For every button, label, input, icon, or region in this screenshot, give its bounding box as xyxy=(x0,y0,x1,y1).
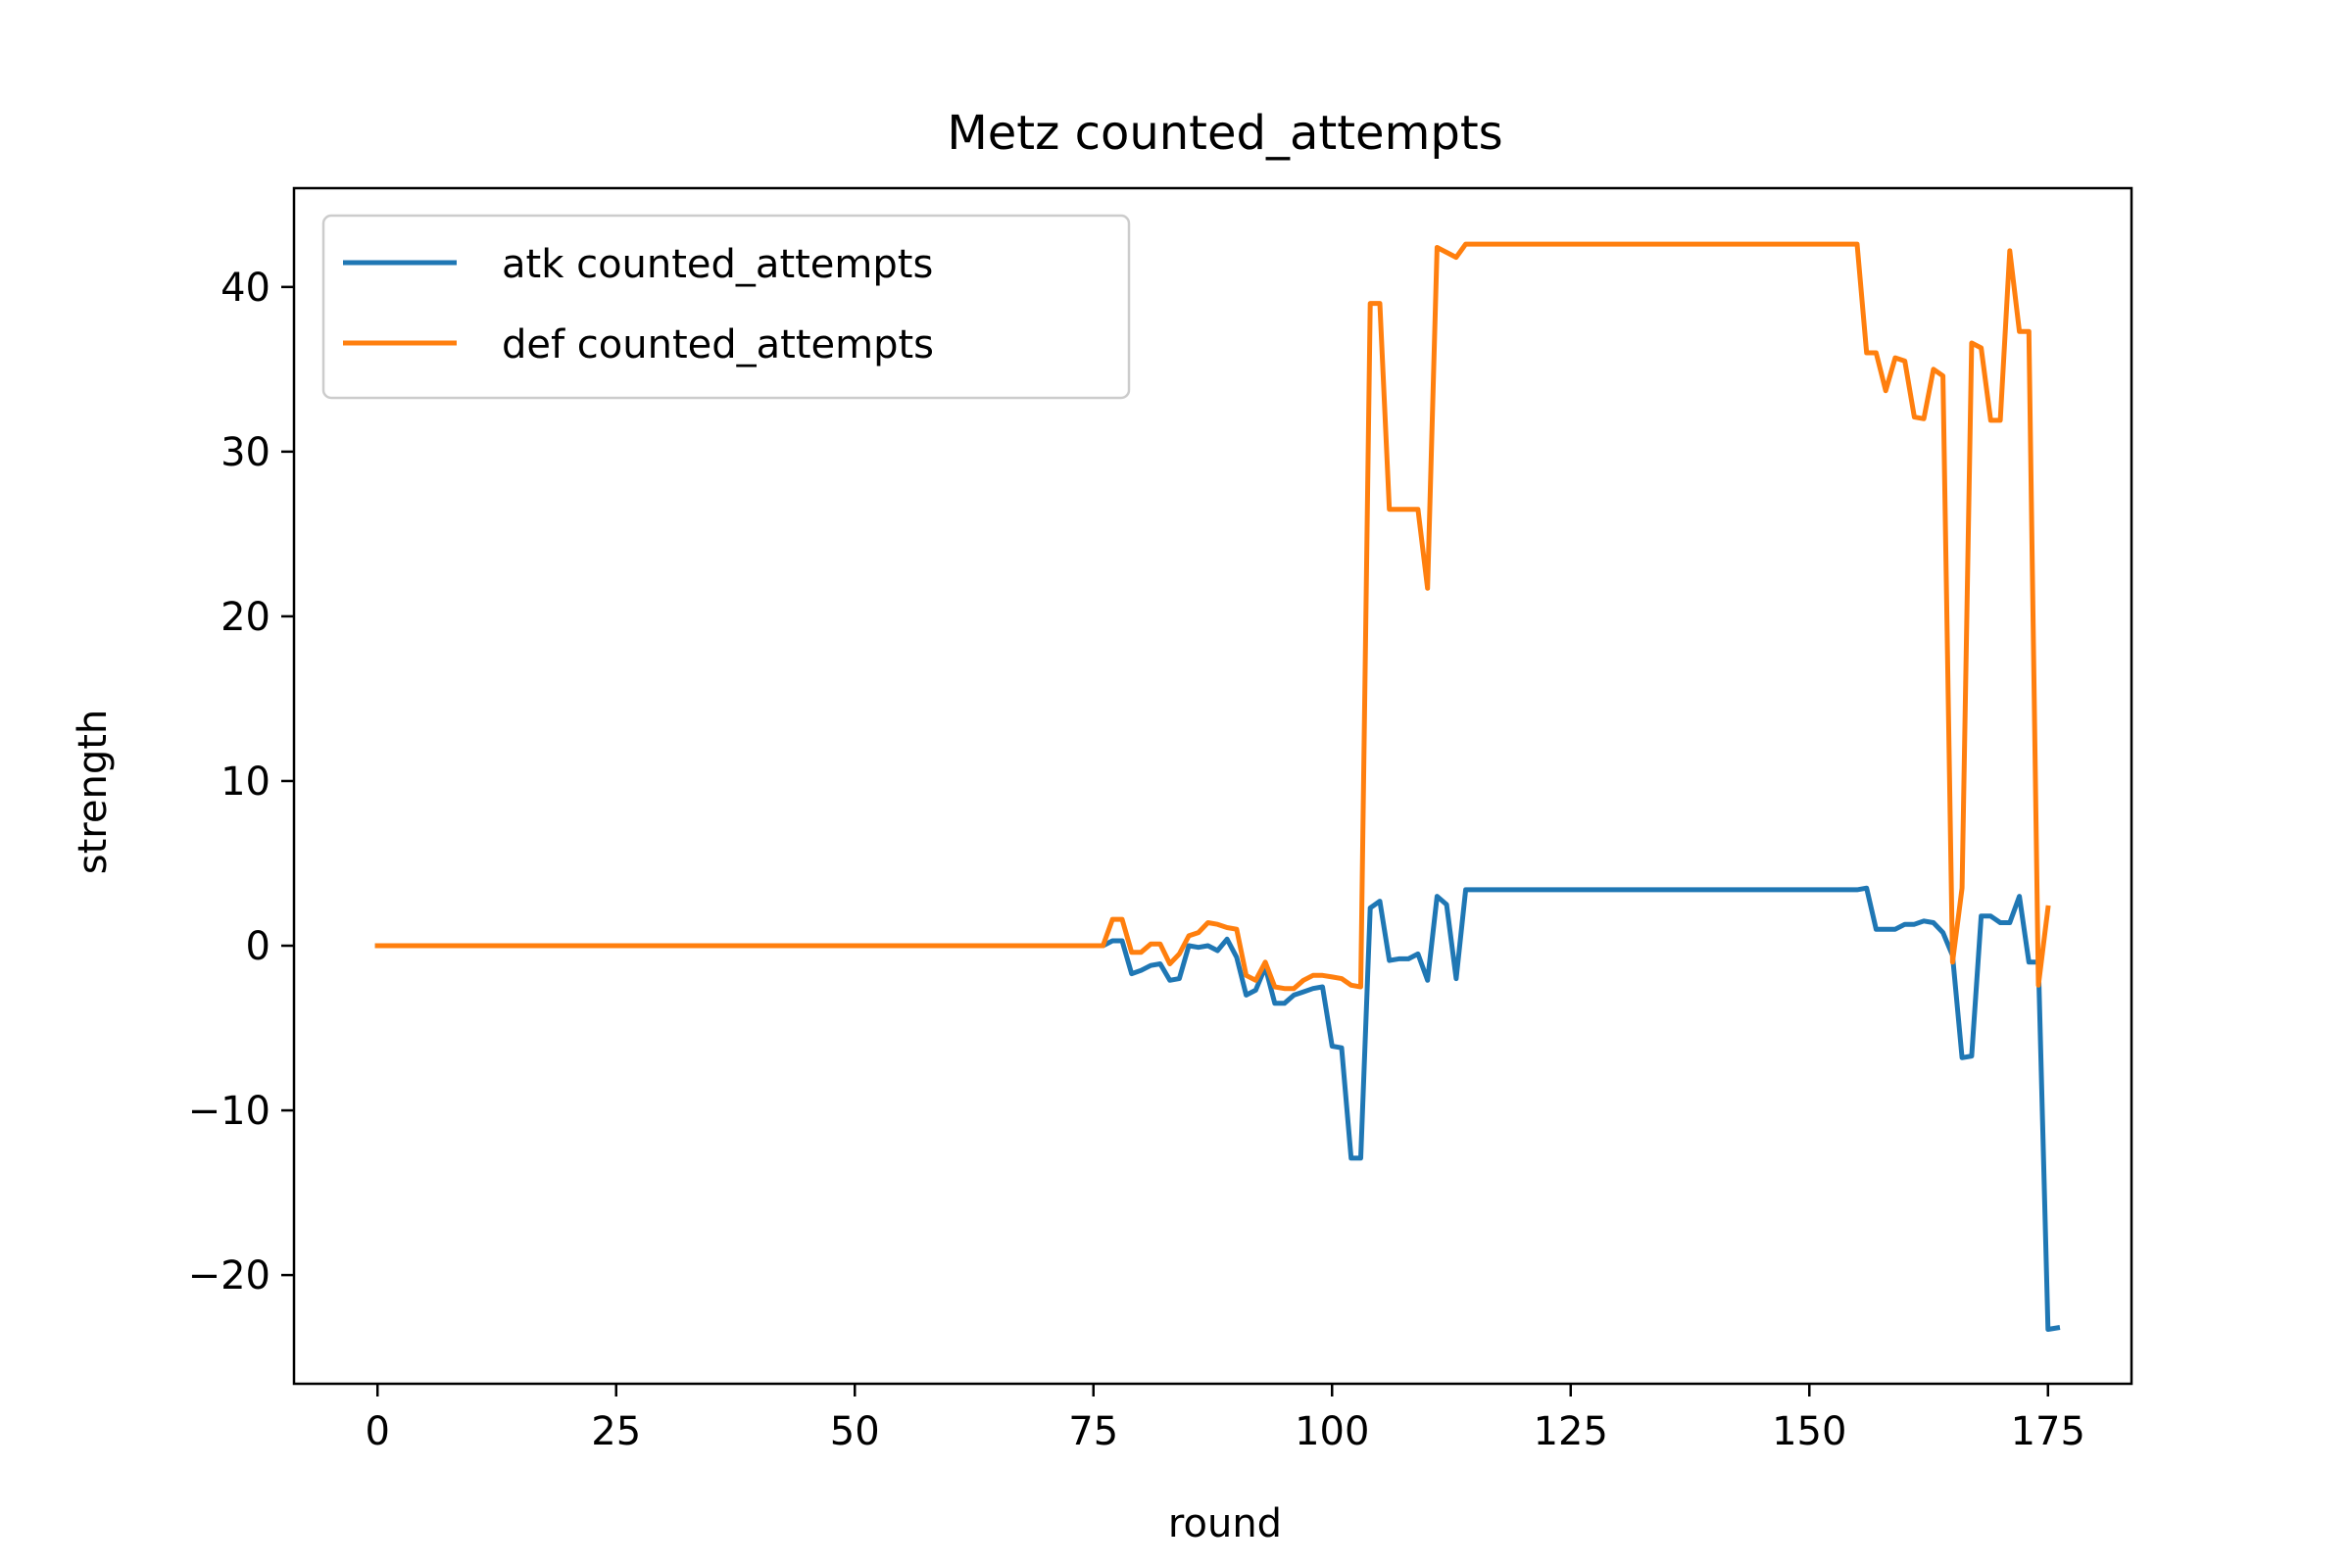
x-tick-label: 75 xyxy=(1068,1409,1118,1454)
legend-label: def counted_attempts xyxy=(502,322,934,368)
y-tick-label: 30 xyxy=(220,430,270,475)
y-tick-label: −10 xyxy=(188,1089,270,1134)
y-axis-label: strength xyxy=(71,710,116,874)
x-axis-label: round xyxy=(1168,1501,1282,1546)
y-tick-label: 0 xyxy=(246,924,270,969)
legend-box xyxy=(321,214,1131,400)
x-tick-label: 150 xyxy=(1772,1409,1846,1454)
y-tick-label: 20 xyxy=(220,595,270,640)
y-tick-label: 40 xyxy=(220,266,270,311)
series-line-atk xyxy=(374,885,2061,1332)
x-tick-label: 50 xyxy=(830,1409,880,1454)
series-line-def xyxy=(374,241,2051,992)
x-tick-label: 175 xyxy=(2011,1409,2085,1454)
y-tick-label: −20 xyxy=(188,1253,270,1298)
chart-title: Metz counted_attempts xyxy=(947,106,1502,161)
plot-lines xyxy=(374,241,2061,1332)
x-tick-label: 100 xyxy=(1295,1409,1369,1454)
legend-label: atk counted_attempts xyxy=(502,242,933,287)
x-tick-label: 125 xyxy=(1534,1409,1608,1454)
y-axis: −20 −10 0 10 20 30 40 xyxy=(188,266,294,1298)
x-tick-label: 0 xyxy=(366,1409,390,1454)
x-axis: 0 25 50 75 100 125 150 175 xyxy=(366,1384,2085,1454)
x-tick-label: 25 xyxy=(591,1409,641,1454)
y-tick-label: 10 xyxy=(220,760,270,805)
plot-frame xyxy=(292,186,2133,1386)
